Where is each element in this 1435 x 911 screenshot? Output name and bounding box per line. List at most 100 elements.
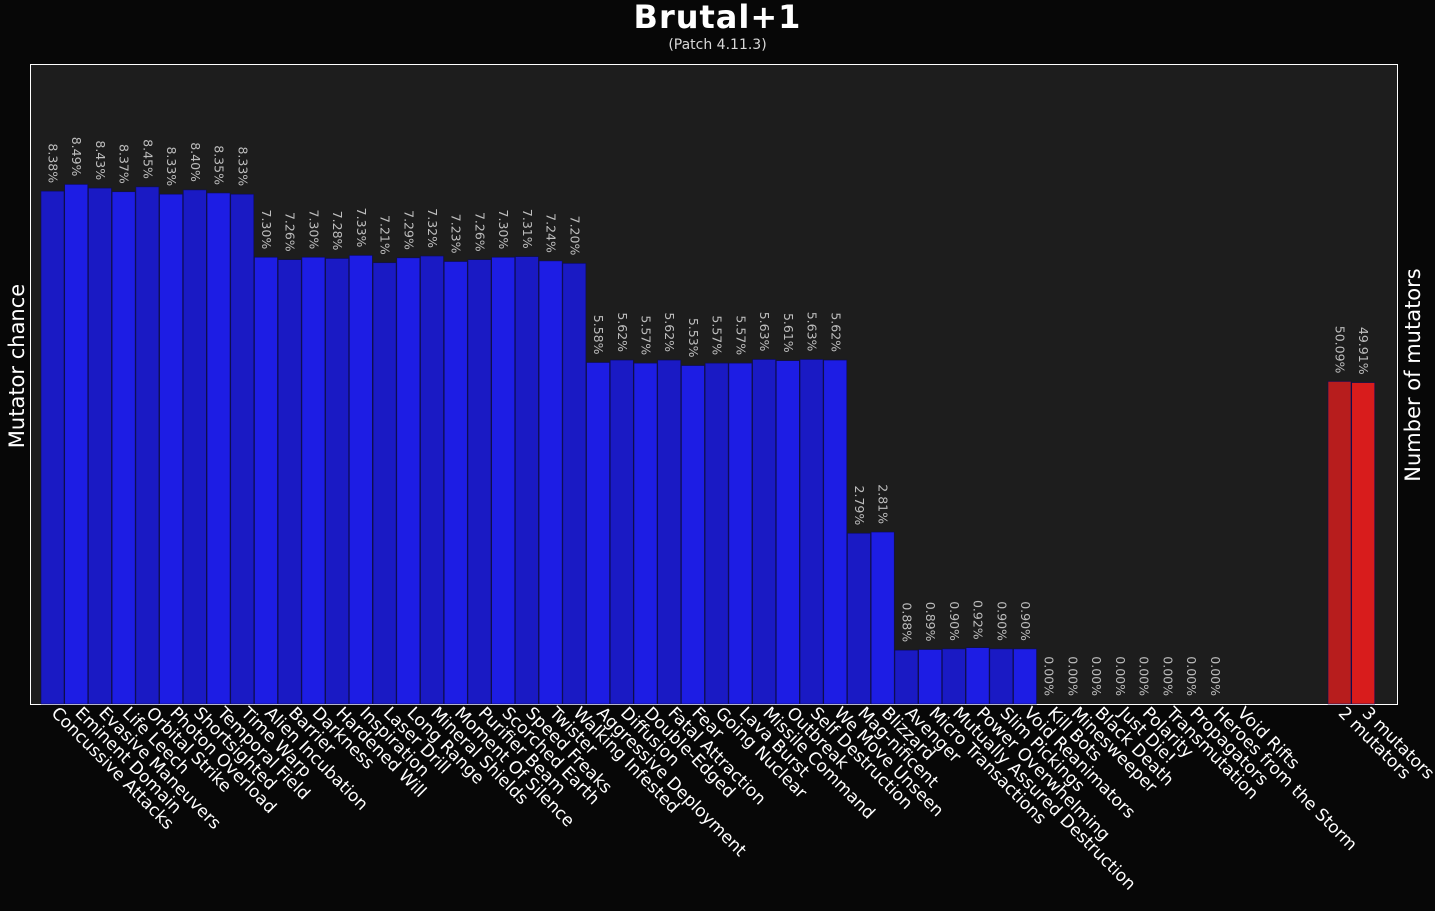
value-label: 7.30%: [306, 210, 321, 250]
bar: [254, 256, 278, 705]
value-label: 5.53%: [686, 318, 701, 358]
bar: [467, 259, 492, 705]
bar: [206, 192, 231, 705]
bar: [349, 255, 373, 705]
value-label: 0.00%: [1042, 656, 1057, 696]
value-label: 2.81%: [876, 484, 891, 524]
value-label: 7.26%: [283, 212, 298, 252]
value-label: 7.33%: [354, 208, 369, 248]
bar: [301, 256, 326, 705]
value-label: 0.00%: [1065, 656, 1080, 696]
value-label: 8.35%: [212, 145, 227, 185]
bar: [277, 259, 302, 705]
bar: [372, 262, 397, 705]
bar: [88, 187, 112, 705]
bar: [776, 360, 800, 705]
bar: [159, 193, 183, 705]
value-label: 7.26%: [472, 212, 487, 252]
bar: [183, 189, 207, 705]
value-label: 0.92%: [971, 600, 986, 640]
value-label: 7.23%: [449, 214, 464, 254]
value-label: 8.33%: [164, 146, 179, 186]
value-label: 5.57%: [733, 315, 748, 355]
value-label: 5.63%: [757, 312, 772, 352]
bar: [40, 190, 65, 705]
value-label: 0.90%: [947, 601, 962, 641]
bar: [918, 649, 942, 705]
value-label: 8.45%: [140, 139, 155, 179]
bar: [942, 648, 966, 705]
value-label: 0.00%: [1208, 656, 1223, 696]
bar: [1013, 648, 1037, 705]
value-label: 50.09%: [1333, 326, 1348, 374]
value-label: 0.90%: [994, 601, 1009, 641]
value-label: 7.24%: [544, 213, 559, 253]
count-bar: [1327, 381, 1352, 705]
bar: [870, 531, 895, 705]
bar: [704, 362, 729, 705]
value-label: 7.32%: [425, 208, 440, 248]
value-label: 8.43%: [93, 140, 108, 180]
value-label: 7.20%: [567, 216, 582, 256]
value-label: 7.29%: [401, 210, 416, 250]
bars-group: [40, 184, 1376, 705]
value-label: 5.58%: [591, 315, 606, 355]
value-label: 0.89%: [923, 602, 938, 642]
value-label: 0.88%: [899, 602, 914, 642]
bar: [230, 193, 255, 705]
value-label: 5.61%: [781, 313, 796, 353]
bar: [443, 261, 468, 705]
bar: [562, 263, 587, 705]
value-label: 7.30%: [259, 210, 274, 250]
value-label: 5.62%: [662, 312, 677, 352]
bar: [894, 649, 919, 705]
value-label: 49.91%: [1356, 327, 1371, 375]
value-label: 8.33%: [235, 146, 250, 186]
value-label: 8.38%: [46, 143, 61, 183]
bar: [989, 648, 1014, 705]
bar: [633, 362, 658, 705]
value-label: 7.21%: [378, 215, 393, 255]
value-label: 7.30%: [496, 210, 511, 250]
chart-title: Brutal+1: [633, 0, 802, 36]
bar: [609, 359, 634, 705]
value-label: 7.28%: [330, 211, 345, 251]
bar: [799, 359, 824, 705]
bar: [752, 359, 776, 705]
value-label: 0.00%: [1113, 656, 1128, 696]
value-label: 8.40%: [188, 142, 203, 182]
bar: [491, 256, 515, 705]
bar: [515, 256, 539, 705]
bar: [420, 255, 444, 705]
bar: [396, 257, 421, 705]
bar: [965, 647, 990, 705]
bar: [586, 362, 610, 705]
value-label: 8.49%: [69, 137, 84, 177]
bar: [823, 359, 848, 705]
bar: [538, 260, 563, 705]
value-label: 2.79%: [852, 486, 867, 526]
value-label: 7.31%: [520, 209, 535, 249]
bar: [681, 365, 705, 705]
bar: [64, 184, 89, 705]
value-label: 0.90%: [1018, 601, 1033, 641]
value-label: 0.00%: [1137, 656, 1152, 696]
value-label: 0.00%: [1184, 656, 1199, 696]
value-label: 8.37%: [117, 144, 132, 184]
value-label: 5.62%: [615, 312, 630, 352]
bar: [111, 191, 136, 705]
value-label: 0.00%: [1089, 656, 1104, 696]
bar: [728, 362, 753, 705]
value-label: 5.63%: [805, 312, 820, 352]
count-bar: [1351, 382, 1376, 705]
bar: [847, 532, 871, 705]
chart-subtitle: (Patch 4.11.3): [668, 37, 767, 53]
bar: [135, 186, 160, 705]
value-labels-group: 8.38% 8.49% 8.43% 8.37% 8.45% 8.33% 8.40% 8.35%…: [46, 137, 1372, 696]
value-label: 5.62%: [828, 312, 843, 352]
bar: [657, 359, 682, 705]
value-label: 5.57%: [639, 315, 654, 355]
value-label: 0.00%: [1160, 656, 1175, 696]
